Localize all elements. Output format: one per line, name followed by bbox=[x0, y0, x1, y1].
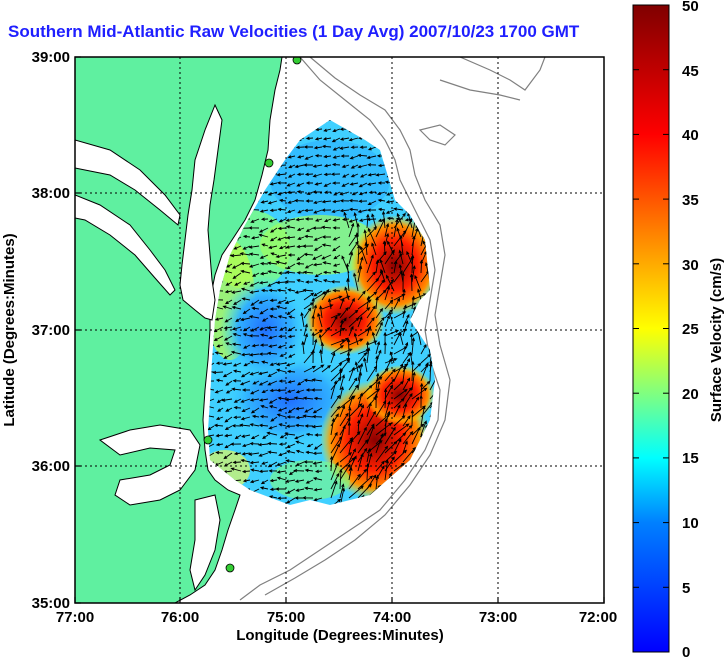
map-title: Southern Mid-Atlantic Raw Velocities (1 … bbox=[8, 22, 580, 41]
colorbar-tick-label: 40 bbox=[682, 127, 699, 144]
colorbar-tick-marks bbox=[633, 4, 669, 653]
colorbar-tick-label: 0 bbox=[682, 644, 690, 659]
y-axis-label: Latitude (Degrees:Minutes) bbox=[1, 233, 18, 426]
y-tick-label: 38:00 bbox=[32, 185, 70, 202]
colorbar-tick-label: 10 bbox=[682, 515, 699, 532]
colorbar-tick-label: 25 bbox=[682, 321, 699, 338]
station-marker bbox=[264, 158, 274, 168]
tick-marks bbox=[74, 56, 605, 604]
colorbar-tick-label: 35 bbox=[682, 192, 699, 209]
colorbar-tick-label: 5 bbox=[682, 580, 690, 597]
x-tick-label: 73:00 bbox=[479, 609, 517, 626]
y-tick-label: 39:00 bbox=[32, 49, 70, 66]
y-tick-label: 36:00 bbox=[32, 458, 70, 475]
x-tick-label: 72:00 bbox=[579, 609, 617, 626]
colorbar-tick-label: 30 bbox=[682, 257, 699, 274]
colorbar-label: Surface Velocity (cm/s) bbox=[708, 258, 724, 422]
colorbar-tick-label: 45 bbox=[682, 63, 699, 80]
albemarle-sound bbox=[189, 494, 221, 592]
station-marker bbox=[203, 435, 213, 445]
x-tick-label: 76:00 bbox=[161, 609, 199, 626]
grid-lines bbox=[75, 57, 604, 603]
colorbar-tick-label: 50 bbox=[682, 0, 699, 15]
y-tick-label: 37:00 bbox=[32, 322, 70, 339]
bay-inlet bbox=[75, 139, 181, 226]
river-inlet bbox=[75, 194, 176, 296]
x-tick-label: 75:00 bbox=[267, 609, 305, 626]
station-marker bbox=[292, 57, 302, 65]
station-markers bbox=[203, 57, 302, 573]
chesapeake-bay bbox=[179, 103, 223, 321]
colorbar-tick-label: 15 bbox=[682, 450, 699, 467]
x-tick-label: 74:00 bbox=[373, 609, 411, 626]
station-marker bbox=[225, 563, 235, 573]
colorbar-tick-label: 20 bbox=[682, 386, 699, 403]
x-axis-label: Longitude (Degrees:Minutes) bbox=[236, 627, 444, 644]
x-tick-label: 77:00 bbox=[56, 609, 94, 626]
y-tick-label: 35:00 bbox=[32, 595, 70, 612]
